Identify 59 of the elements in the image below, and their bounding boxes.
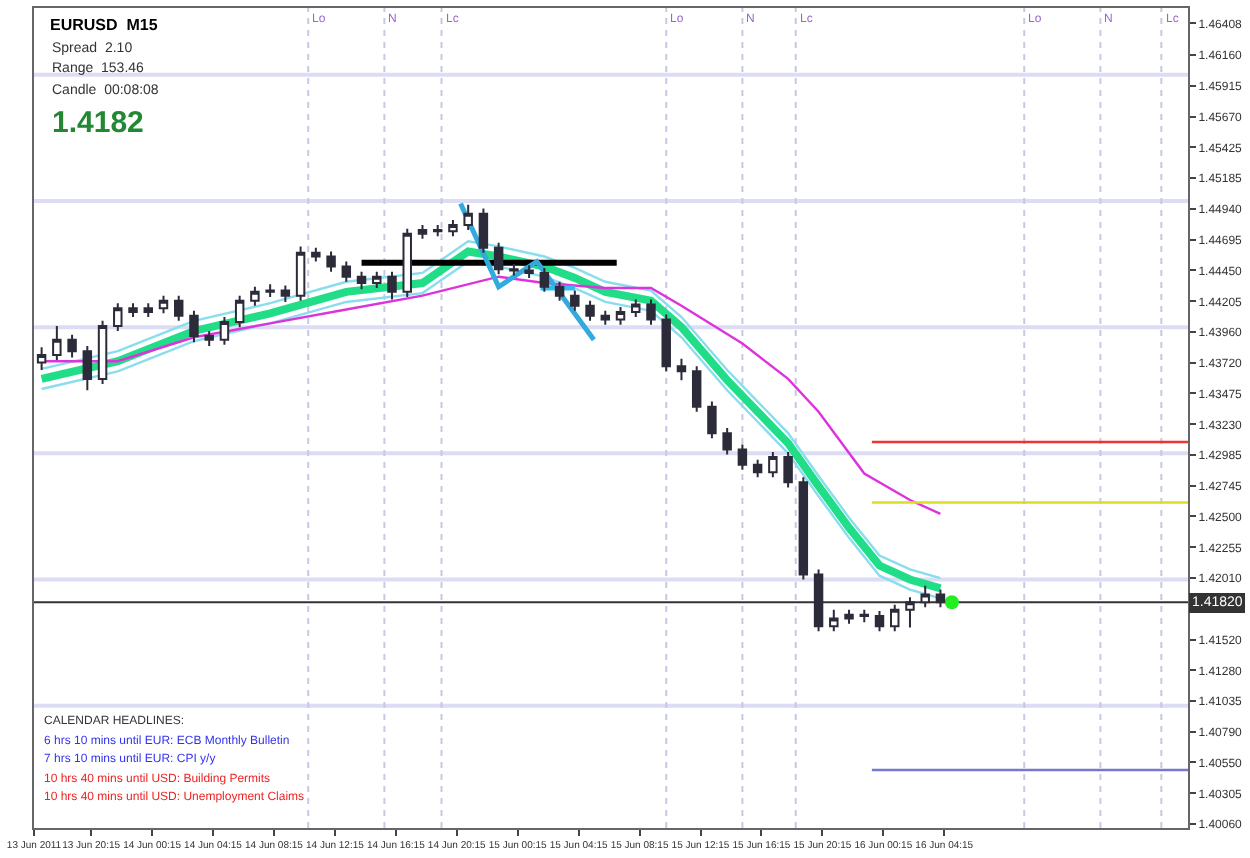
candlestick xyxy=(554,280,565,302)
candlestick xyxy=(204,329,214,348)
candlestick xyxy=(189,309,199,344)
candlestick xyxy=(174,294,184,322)
candlestick xyxy=(463,203,473,232)
candlestick xyxy=(82,345,93,392)
line-series xyxy=(458,201,597,343)
candlestick xyxy=(295,245,306,302)
candlestick xyxy=(752,458,763,479)
candlestick xyxy=(676,357,687,382)
candlestick xyxy=(341,260,352,283)
candlestick xyxy=(524,264,534,279)
candlestick xyxy=(539,266,550,293)
candlestick xyxy=(874,610,885,633)
candlestick xyxy=(691,365,702,413)
candlestick xyxy=(250,285,260,307)
candlestick xyxy=(143,302,153,319)
candlestick xyxy=(280,284,291,303)
candlestick xyxy=(326,250,336,273)
candlestick xyxy=(128,302,138,319)
candlestick xyxy=(859,608,869,624)
candlestick xyxy=(570,289,580,312)
candlestick xyxy=(783,451,793,489)
candlestick xyxy=(737,443,748,471)
candlestick xyxy=(646,298,656,326)
candlestick xyxy=(402,227,412,298)
candlestick xyxy=(67,333,77,359)
candlestick xyxy=(36,346,47,372)
candlestick xyxy=(631,298,641,319)
candlestick xyxy=(356,270,367,291)
candlestick xyxy=(844,608,854,625)
text: EURUSD M15 xyxy=(50,16,159,34)
candlestick xyxy=(97,319,108,385)
candlestick xyxy=(798,476,809,581)
candlestick xyxy=(311,246,321,263)
candlestick xyxy=(417,223,428,240)
annotation: 1.4182 xyxy=(52,106,144,140)
candlestick xyxy=(615,305,626,326)
candlestick xyxy=(448,218,458,238)
candlestick xyxy=(478,207,489,254)
candlestick xyxy=(265,283,275,298)
candlestick xyxy=(509,263,519,277)
line-series xyxy=(40,275,942,516)
candlestick xyxy=(829,608,839,633)
candlestick xyxy=(432,223,443,238)
candlestick xyxy=(722,427,732,456)
candlestick xyxy=(493,241,504,276)
candlestick xyxy=(707,400,717,440)
candlestick xyxy=(234,294,245,329)
candlestick xyxy=(585,299,595,322)
candlestick xyxy=(372,270,382,290)
candlestick xyxy=(52,324,62,361)
candlestick xyxy=(387,270,397,301)
candlestick xyxy=(219,316,230,346)
candlestick xyxy=(600,309,611,326)
candlestick xyxy=(661,313,671,373)
candlestick xyxy=(158,294,169,315)
candlestick xyxy=(113,302,123,332)
candlestick xyxy=(768,451,778,479)
